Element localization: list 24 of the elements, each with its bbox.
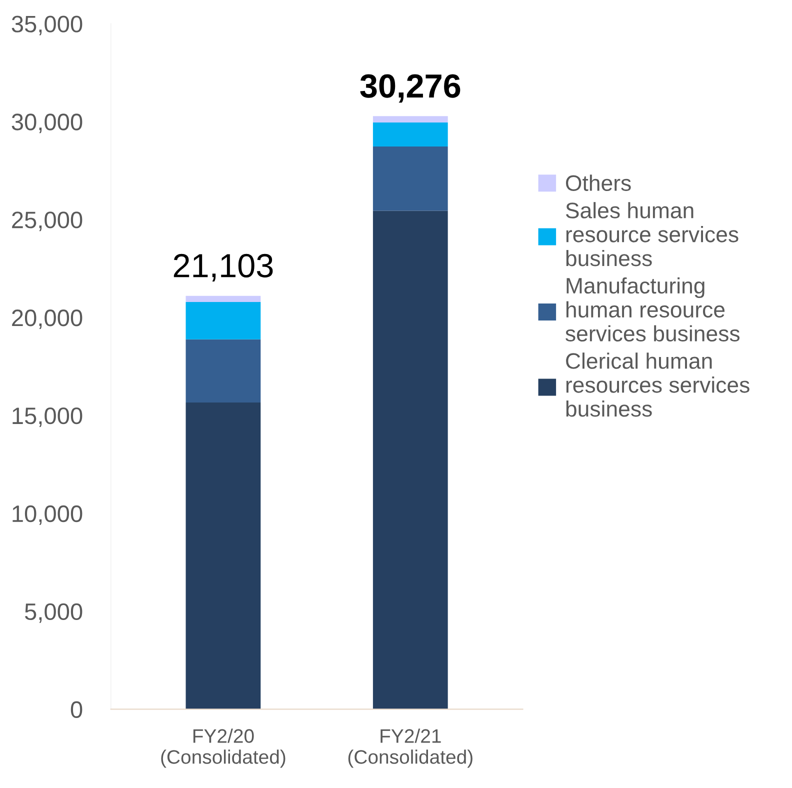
bar	[186, 302, 261, 340]
legend-label: Manufacturing human resource services business	[566, 277, 740, 342]
y-tick-label: 0	[70, 701, 82, 718]
y-tick-label: 20,000	[12, 310, 82, 330]
y-tick-label: 10,000	[12, 505, 82, 525]
legend-label: Clerical human resources services business	[566, 352, 750, 417]
bar	[186, 402, 261, 710]
y-tick-label: 35,000	[12, 16, 82, 36]
bar	[186, 296, 261, 302]
bar	[372, 210, 448, 710]
bar	[372, 122, 448, 146]
total-label: 21,103	[174, 254, 273, 282]
y-tick-label: 25,000	[12, 212, 82, 232]
bar	[372, 116, 448, 123]
y-tick-label: 5,000	[24, 603, 82, 623]
legend-label: Sales human resource services business	[566, 202, 738, 266]
bar	[372, 146, 448, 211]
total-label: 30,276	[360, 74, 460, 103]
x-tick-label: FY2/20 (Consolidated)	[161, 728, 286, 768]
x-tick-label: FY2/21 (Consolidated)	[348, 728, 472, 768]
y-tick-label: 15,000	[12, 407, 82, 427]
y-tick-label: 30,000	[12, 114, 82, 134]
legend-label: Others	[566, 174, 631, 192]
bar	[186, 339, 261, 402]
